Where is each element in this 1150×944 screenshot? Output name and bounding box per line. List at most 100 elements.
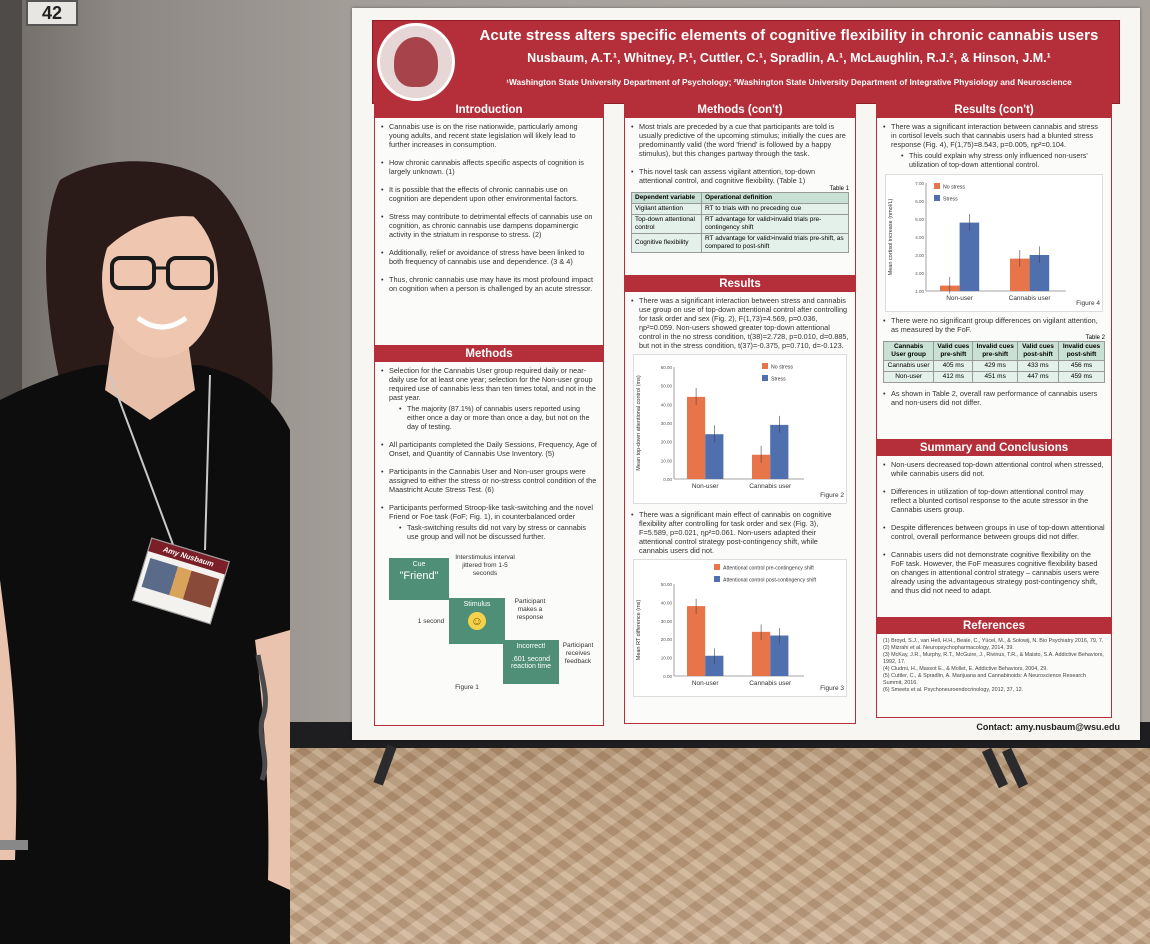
fig1-feedback-box: Incorrect! .601 second reaction time xyxy=(503,640,559,684)
figure-caption: Figure 4 xyxy=(1076,300,1100,307)
figure-3-svg: 0.00 10.00 20.00 30.00 40.00 50.00 Mean RT dif… xyxy=(636,564,844,692)
table-2-cell: Non-user xyxy=(882,371,935,383)
legend-label: Attentional control pre-contingency shif… xyxy=(723,566,814,572)
section-title-introduction: Introduction xyxy=(374,102,604,118)
legend-label: Stress xyxy=(943,197,958,203)
introduction-list: Cannabis use is on the rise nationwide, … xyxy=(381,122,597,293)
results-cont-point: There were no significant group differen… xyxy=(883,316,1105,334)
methods-point: Selection for the Cannabis User group re… xyxy=(381,366,597,431)
fig1-cue-word: "Friend" xyxy=(399,570,439,582)
table-2-cell: 433 ms xyxy=(1017,360,1059,372)
fig1-stimulus-label: Stimulus xyxy=(463,601,491,608)
methods-body: Selection for the Cannabis User group re… xyxy=(374,362,604,726)
reference-item: (6) Smeets et al. Psychoneuroendocrinolo… xyxy=(883,687,1024,693)
fig1-stimulus-box: Stimulus ☺ xyxy=(449,598,505,644)
summary-point: Non-users decreased top-down attentional… xyxy=(883,460,1105,478)
results-cont-point: There was a significant interaction betw… xyxy=(883,122,1105,169)
glasses-left-lens xyxy=(110,256,156,290)
table-2-caption: Table 2 xyxy=(1085,335,1105,341)
reference-item: (4) Cludmi, H., Massot E., & Mollet, E. … xyxy=(883,666,1048,672)
y-axis-label: Mean RT difference (ms) xyxy=(636,600,642,661)
x-category-label: Non-user xyxy=(692,483,720,490)
glasses-right-lens xyxy=(166,256,214,290)
y-tick-label: 7.00 xyxy=(915,181,924,186)
legend-swatch xyxy=(714,576,720,582)
x-category-label: Cannabis user xyxy=(749,680,792,687)
introduction-point: How chronic cannabis affects specific as… xyxy=(381,158,597,176)
section-title-results: Results xyxy=(624,276,856,292)
y-tick-label: 4.00 xyxy=(915,235,924,240)
figure-2-chart: 0.00 10.00 20.00 30.00 40.00 50.00 60.00 Mean t… xyxy=(633,354,847,504)
legend-label: No stress xyxy=(943,185,965,191)
y-tick-label: 2.00 xyxy=(915,271,924,276)
y-tick-label: 6.00 xyxy=(915,199,924,204)
legend-label: Stress xyxy=(771,377,786,383)
arm xyxy=(0,580,17,860)
results-point: There was a significant interaction betw… xyxy=(631,296,849,350)
reference-item: (5) Cuttler, C., & Spradlin, A. Marijuan… xyxy=(883,673,1086,686)
summary-list: Non-users decreased top-down attentional… xyxy=(883,460,1105,595)
figure-4-svg: 1.00 2.00 3.00 4.00 5.00 6.00 7.00 Mean cortiso… xyxy=(888,181,1100,307)
methods-text: Participants performed Stroop-like task-… xyxy=(389,503,594,521)
poster-title: Acute stress alters specific elements of… xyxy=(479,27,1099,44)
table-1-cell: Cognitive flexibility xyxy=(631,233,702,253)
fig1-incorrect-label: Incorrect! xyxy=(516,643,546,650)
bar-attentional-control-post-contingency-shift xyxy=(770,635,789,676)
table-1-cell: RT to trials with no preceding cue xyxy=(700,203,850,215)
table-2-row: Cannabis user 405 ms 429 ms 433 ms 456 ms xyxy=(882,360,1105,372)
reference-item: (1) Broyd, S.J., van Hell, H.H., Beale, … xyxy=(883,638,1104,644)
table-2-header: Invalid cues post-shift xyxy=(1058,341,1105,361)
y-tick-label: 50.00 xyxy=(661,582,673,587)
column-right: Results (con't) There was a significant … xyxy=(876,102,1112,718)
table-2-cell: 405 ms xyxy=(933,360,974,372)
introduction-point: Additionally, relief or avoidance of str… xyxy=(381,248,597,266)
x-category-label: Cannabis user xyxy=(1009,295,1052,302)
table-1-cell: Vigilant attention xyxy=(631,203,702,215)
table-2-cell: 459 ms xyxy=(1058,371,1105,383)
x-category-label: Non-user xyxy=(692,680,720,687)
lanyard xyxy=(109,374,211,551)
legend-swatch xyxy=(762,363,768,369)
table-2-cell: 447 ms xyxy=(1017,371,1059,383)
legend-label: No stress xyxy=(771,365,793,371)
methods-subpoint: The majority (87.1%) of cannabis users r… xyxy=(399,404,597,431)
fig1-cue-box: Cue "Friend" xyxy=(389,558,449,600)
summary-point: Differences in utilization of top-down a… xyxy=(883,487,1105,514)
introduction-point: Thus, chronic cannabis use may have its … xyxy=(381,275,597,293)
x-category-label: Non-user xyxy=(946,295,974,302)
figure-4-chart: 1.00 2.00 3.00 4.00 5.00 6.00 7.00 Mean cortiso… xyxy=(885,174,1103,312)
face xyxy=(102,202,218,358)
y-tick-label: 10.00 xyxy=(661,656,673,661)
y-tick-label: 20.00 xyxy=(661,440,673,445)
table-1-cell: RT advantage for valid>invalid trials pr… xyxy=(700,233,850,253)
section-title-results-cont: Results (con't) xyxy=(876,102,1112,118)
fig1-interval-label: Interstimulus interval jittered from 1-5… xyxy=(455,554,515,577)
bar-attentional-control-post-contingency-shift xyxy=(705,655,724,676)
table-1-row: Vigilant attention RT to trials with no p… xyxy=(631,203,850,215)
bracelet xyxy=(0,840,28,850)
table-1-row: Cognitive flexibility RT advantage for va… xyxy=(631,233,850,253)
table-2-header: Cannabis User group xyxy=(882,341,935,361)
figure-caption: Figure 3 xyxy=(820,685,844,692)
table-2-cell: 412 ms xyxy=(933,371,974,383)
methods-point: Participants performed Stroop-like task-… xyxy=(381,503,597,541)
results-cont-subpoint: This could explain why stress only influ… xyxy=(901,151,1105,169)
hair-fringe xyxy=(95,197,225,255)
y-tick-label: 20.00 xyxy=(661,637,673,642)
research-poster: Acute stress alters specific elements of… xyxy=(352,8,1140,740)
table-2-cell: 429 ms xyxy=(972,360,1018,372)
bar-stress xyxy=(705,434,724,479)
fig1-one-second-label: 1 second xyxy=(417,618,445,625)
y-axis-label: Mean cortisol increase (nmol/L) xyxy=(888,198,894,275)
y-tick-label: 10.00 xyxy=(661,458,673,463)
table-2-header: Invalid cues pre-shift xyxy=(972,341,1018,361)
introduction-point: Stress may contribute to detrimental eff… xyxy=(381,212,597,239)
introduction-point: It is possible that the effects of chron… xyxy=(381,185,597,203)
references-list: (1) Broyd, S.J., van Hell, H.H., Beale, … xyxy=(883,638,1105,694)
table-1: Dependent variable Operational definition… xyxy=(631,192,850,253)
table-1-row: Top-down attentional control RT advantage… xyxy=(631,214,850,234)
figure-caption: Figure 2 xyxy=(820,492,844,499)
bar-stress xyxy=(1029,255,1050,291)
y-tick-label: 1.00 xyxy=(915,289,924,294)
presenter-person xyxy=(0,161,290,944)
